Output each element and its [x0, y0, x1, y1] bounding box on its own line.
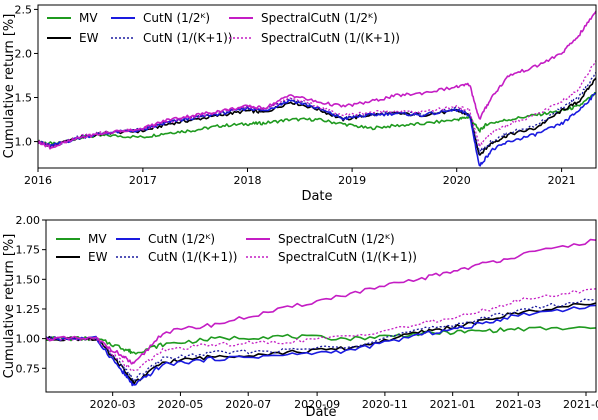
- x-tick-label: 2017: [129, 174, 157, 187]
- legend-item-mv: MV: [56, 232, 107, 246]
- legend-label-spectral-k1: SpectralCutN (1/(K+1)): [278, 250, 417, 264]
- legend-item-spectral-2k: SpectralCutN (1/2ᴷ): [229, 11, 378, 25]
- legend-item-cutn-k1: CutN (1/(K+1)): [116, 250, 237, 264]
- top-legend: MV EW CutN (1/2ᴷ) CutN (1/(K+1)) Spectra…: [47, 11, 400, 45]
- legend-item-cutn-2k: CutN (1/2ᴷ): [116, 232, 215, 246]
- series-line-cutn-2k: [37, 92, 597, 167]
- y-tick-label: 1.50: [16, 273, 41, 286]
- legend-item-mv: MV: [47, 11, 98, 25]
- x-tick-label: 2020-03: [90, 398, 136, 411]
- top-y-axis-label: Cumulative return [%]: [2, 14, 17, 159]
- x-tick-label: 2016: [24, 174, 52, 187]
- legend-label-spectral-2k: SpectralCutN (1/2ᴷ): [261, 11, 378, 25]
- x-tick-label: 2020-05: [157, 398, 203, 411]
- top-plot-area: [37, 10, 597, 167]
- x-tick-label: 2020: [443, 174, 471, 187]
- top-x-ticks: 2016 2017 2018 2019 2020 2021: [24, 168, 576, 187]
- x-tick-label: 2021: [548, 174, 576, 187]
- series-line-spectral-k1: [45, 288, 597, 372]
- top-x-axis-label: Date: [301, 189, 332, 204]
- series-line-cutn-2k: [45, 304, 597, 387]
- bottom-legend: MV EW CutN (1/2ᴷ) CutN (1/(K+1)) Spectra…: [56, 232, 417, 264]
- series-line-cutn-k1: [37, 72, 597, 155]
- x-tick-label: 2021-03: [495, 398, 541, 411]
- legend-item-cutn-k1: CutN (1/(K+1)): [111, 31, 232, 45]
- legend-item-spectral-k1: SpectralCutN (1/(K+1)): [246, 250, 417, 264]
- legend-item-cutn-2k: CutN (1/2ᴷ): [111, 11, 210, 25]
- legend-item-ew: EW: [47, 31, 99, 45]
- bottom-x-axis-label: Date: [305, 405, 336, 420]
- y-tick-label: 2.5: [15, 3, 33, 16]
- bottom-plot-area: [45, 238, 597, 387]
- x-tick-label: 2020-07: [225, 398, 271, 411]
- legend-label-spectral-2k: SpectralCutN (1/2ᴷ): [278, 232, 395, 246]
- series-line-spectral-2k: [45, 238, 597, 365]
- y-tick-label: 2.00: [16, 214, 41, 227]
- y-tick-label: 2.0: [15, 47, 33, 60]
- x-tick-label: 2021-01: [430, 398, 476, 411]
- bottom-y-ticks: 0.75 1.00 1.25 1.50 1.75 2.00: [16, 214, 46, 375]
- y-tick-label: 0.75: [16, 362, 41, 375]
- y-tick-label: 1.25: [16, 303, 41, 316]
- bottom-chart: 2020-03 2020-05 2020-07 2020-09 2020-11 2021-…: [2, 214, 598, 420]
- legend-label-cutn-k1: CutN (1/(K+1)): [143, 31, 232, 45]
- bottom-y-axis-label: Cumulative return [%]: [2, 234, 17, 379]
- legend-label-mv: MV: [88, 232, 107, 246]
- series-line-cutn-k1: [45, 298, 597, 382]
- top-axes-frame: [37, 4, 597, 169]
- series-line-spectral-k1: [37, 60, 597, 149]
- top-chart: 2016 2017 2018 2019 2020 2021 1.0 1.5 2.0 2.5 Da…: [2, 3, 597, 204]
- x-tick-label: 2018: [234, 174, 262, 187]
- legend-item-ew: EW: [56, 250, 108, 264]
- legend-item-spectral-k1: SpectralCutN (1/(K+1)): [229, 31, 400, 45]
- x-tick-label: 2019: [338, 174, 366, 187]
- legend-label-cutn-k1: CutN (1/(K+1)): [148, 250, 237, 264]
- legend-label-cutn-2k: CutN (1/2ᴷ): [148, 232, 215, 246]
- legend-label-cutn-2k: CutN (1/2ᴷ): [143, 11, 210, 25]
- top-y-ticks: 1.0 1.5 2.0 2.5: [15, 3, 38, 149]
- y-tick-label: 1.0: [15, 136, 33, 149]
- bottom-x-ticks: 2020-03 2020-05 2020-07 2020-09 2020-11 2021-…: [90, 392, 598, 411]
- x-tick-label: 2021-05: [563, 398, 598, 411]
- series-line-ew: [37, 77, 597, 156]
- series-line-mv: [46, 326, 597, 355]
- x-tick-label: 2020-09: [294, 398, 340, 411]
- y-tick-label: 1.75: [16, 244, 41, 257]
- x-tick-label: 2020-11: [362, 398, 408, 411]
- series-line-mv: [37, 91, 597, 146]
- legend-label-ew: EW: [79, 31, 99, 45]
- legend-label-spectral-k1: SpectralCutN (1/(K+1)): [261, 31, 400, 45]
- y-tick-label: 1.00: [16, 333, 41, 346]
- y-tick-label: 1.5: [15, 92, 33, 105]
- bottom-axes-frame: [45, 219, 597, 393]
- legend-label-ew: EW: [88, 250, 108, 264]
- legend-label-mv: MV: [79, 11, 98, 25]
- legend-item-spectral-2k: SpectralCutN (1/2ᴷ): [246, 232, 395, 246]
